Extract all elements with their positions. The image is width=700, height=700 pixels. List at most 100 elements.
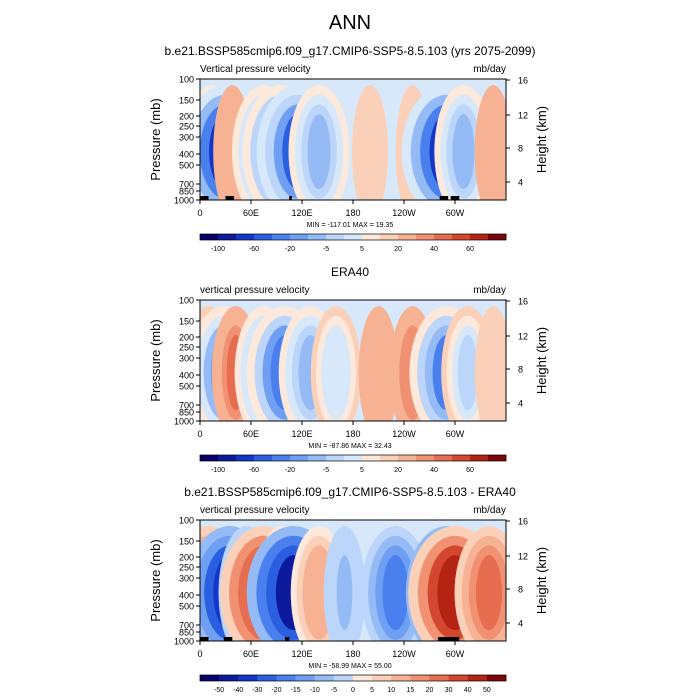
colorbar-segment xyxy=(380,455,399,461)
colorbar-segment xyxy=(236,234,255,240)
y-right-axis-title: Height (km) xyxy=(534,327,549,394)
x-tick-label: 180 xyxy=(345,649,360,659)
colorbar-segment xyxy=(219,675,239,681)
y-right-tick-label: 16 xyxy=(518,76,528,86)
x-tick-label: 60W xyxy=(446,429,465,439)
colorbar-label: 5 xyxy=(370,687,374,694)
colorbar-label: 5 xyxy=(360,246,364,253)
colorbar-label: -100 xyxy=(211,467,225,474)
y-tick-label: 150 xyxy=(179,96,194,106)
field-contour xyxy=(363,114,377,190)
y-tick-label: 100 xyxy=(179,75,194,85)
variable-label: Vertical pressure velocity xyxy=(200,64,311,75)
y-tick-label: 200 xyxy=(179,333,194,343)
colorbar-segment xyxy=(344,455,363,461)
units-label: mb/day xyxy=(473,64,506,75)
y-tick-label: 400 xyxy=(179,371,194,381)
panel-1: b.e21.BSSP585cmip6.f09_g17.CMIP6-SSP5-8.… xyxy=(148,44,549,253)
terrain-mask xyxy=(439,196,449,200)
y-right-tick-label: 4 xyxy=(518,619,523,629)
colorbar-segment xyxy=(308,234,327,240)
colorbar-segment xyxy=(254,234,273,240)
terrain-mask xyxy=(285,637,290,641)
x-tick-label: 60W xyxy=(446,208,465,218)
colorbar-segment xyxy=(314,675,335,681)
colorbar-label: -20 xyxy=(285,246,295,253)
colorbar-label: 10 xyxy=(387,687,395,694)
y-tick-label: 700 xyxy=(179,401,194,411)
x-tick-label: 60E xyxy=(243,649,259,659)
field-contour xyxy=(452,114,475,190)
y-tick-label: 1000 xyxy=(174,637,194,647)
field-contour xyxy=(336,555,353,631)
field-contour xyxy=(486,335,501,411)
colorbar-label: -60 xyxy=(249,246,259,253)
colorbar-segment xyxy=(257,675,277,681)
field-contour xyxy=(486,114,501,190)
colorbar-segment xyxy=(290,455,309,461)
x-tick-label: 120W xyxy=(392,649,416,659)
colorbar-segment xyxy=(344,234,363,240)
y-right-tick-label: 12 xyxy=(518,111,528,121)
field-contour xyxy=(371,335,386,411)
terrain-mask xyxy=(200,637,209,641)
field-contour xyxy=(308,555,330,631)
colorbar-segment xyxy=(391,675,411,681)
colorbar-label: 60 xyxy=(466,246,474,253)
y-tick-label: 850 xyxy=(179,628,194,638)
panel-3: b.e21.BSSP585cmip6.f09_g17.CMIP6-SSP5-8.… xyxy=(148,485,549,694)
y-tick-label: 700 xyxy=(179,621,194,631)
y-axis-title: Pressure (mb) xyxy=(148,98,163,180)
y-right-tick-label: 8 xyxy=(518,365,523,375)
y-tick-label: 1000 xyxy=(174,196,194,206)
y-tick-label: 100 xyxy=(179,296,194,306)
field-contour xyxy=(457,335,478,411)
y-tick-label: 200 xyxy=(179,112,194,122)
panel-2: ERA40 vertical pressure velocity mb/day 100… xyxy=(148,265,549,474)
y-tick-label: 150 xyxy=(179,317,194,327)
colorbar-label: -10 xyxy=(310,687,320,694)
colorbar-segment xyxy=(452,234,471,240)
y-right-tick-label: 4 xyxy=(518,399,523,409)
y-right-tick-label: 16 xyxy=(518,517,528,527)
colorbar-segment xyxy=(398,455,417,461)
colorbar-segment xyxy=(452,455,471,461)
terrain-mask xyxy=(438,637,460,641)
colorbar-segment xyxy=(326,455,345,461)
colorbar-label: -30 xyxy=(252,687,262,694)
panel-title: b.e21.BSSP585cmip6.f09_g17.CMIP6-SSP5-8.… xyxy=(165,44,536,58)
field-contour xyxy=(382,555,409,631)
colorbar-segment xyxy=(238,675,258,681)
x-tick-label: 0 xyxy=(197,649,202,659)
colorbar-frame xyxy=(199,674,507,682)
colorbar-label: 50 xyxy=(483,687,491,694)
colorbar-label: -5 xyxy=(323,246,329,253)
colorbar-label: -20 xyxy=(285,467,295,474)
colorbar-frame xyxy=(199,233,507,241)
colorbar-segment xyxy=(276,675,296,681)
x-tick-label: 60E xyxy=(243,429,259,439)
colorbar-segment xyxy=(326,234,345,240)
y-tick-label: 500 xyxy=(179,382,194,392)
colorbar-label: -50 xyxy=(214,687,224,694)
colorbar-segment xyxy=(470,455,489,461)
colorbar-segment xyxy=(434,455,453,461)
y-tick-label: 300 xyxy=(179,133,194,143)
y-tick-label: 400 xyxy=(179,591,194,601)
colorbar-segment xyxy=(416,234,435,240)
y-right-tick-label: 12 xyxy=(518,552,528,562)
colorbar-label: 60 xyxy=(466,467,474,474)
units-label: mb/day xyxy=(473,285,506,296)
colorbar-segment xyxy=(362,455,381,461)
colorbar-segment xyxy=(254,455,273,461)
colorbar-segment xyxy=(486,675,507,681)
y-tick-label: 850 xyxy=(179,187,194,197)
y-right-axis-title: Height (km) xyxy=(534,106,549,173)
colorbar-label: -5 xyxy=(323,467,329,474)
x-tick-label: 120W xyxy=(392,429,416,439)
field-layer xyxy=(200,306,506,421)
colorbar-segment xyxy=(200,234,219,240)
y-right-tick-label: 4 xyxy=(518,178,523,188)
colorbar-segment xyxy=(448,675,469,681)
y-right-tick-label: 8 xyxy=(518,144,523,154)
